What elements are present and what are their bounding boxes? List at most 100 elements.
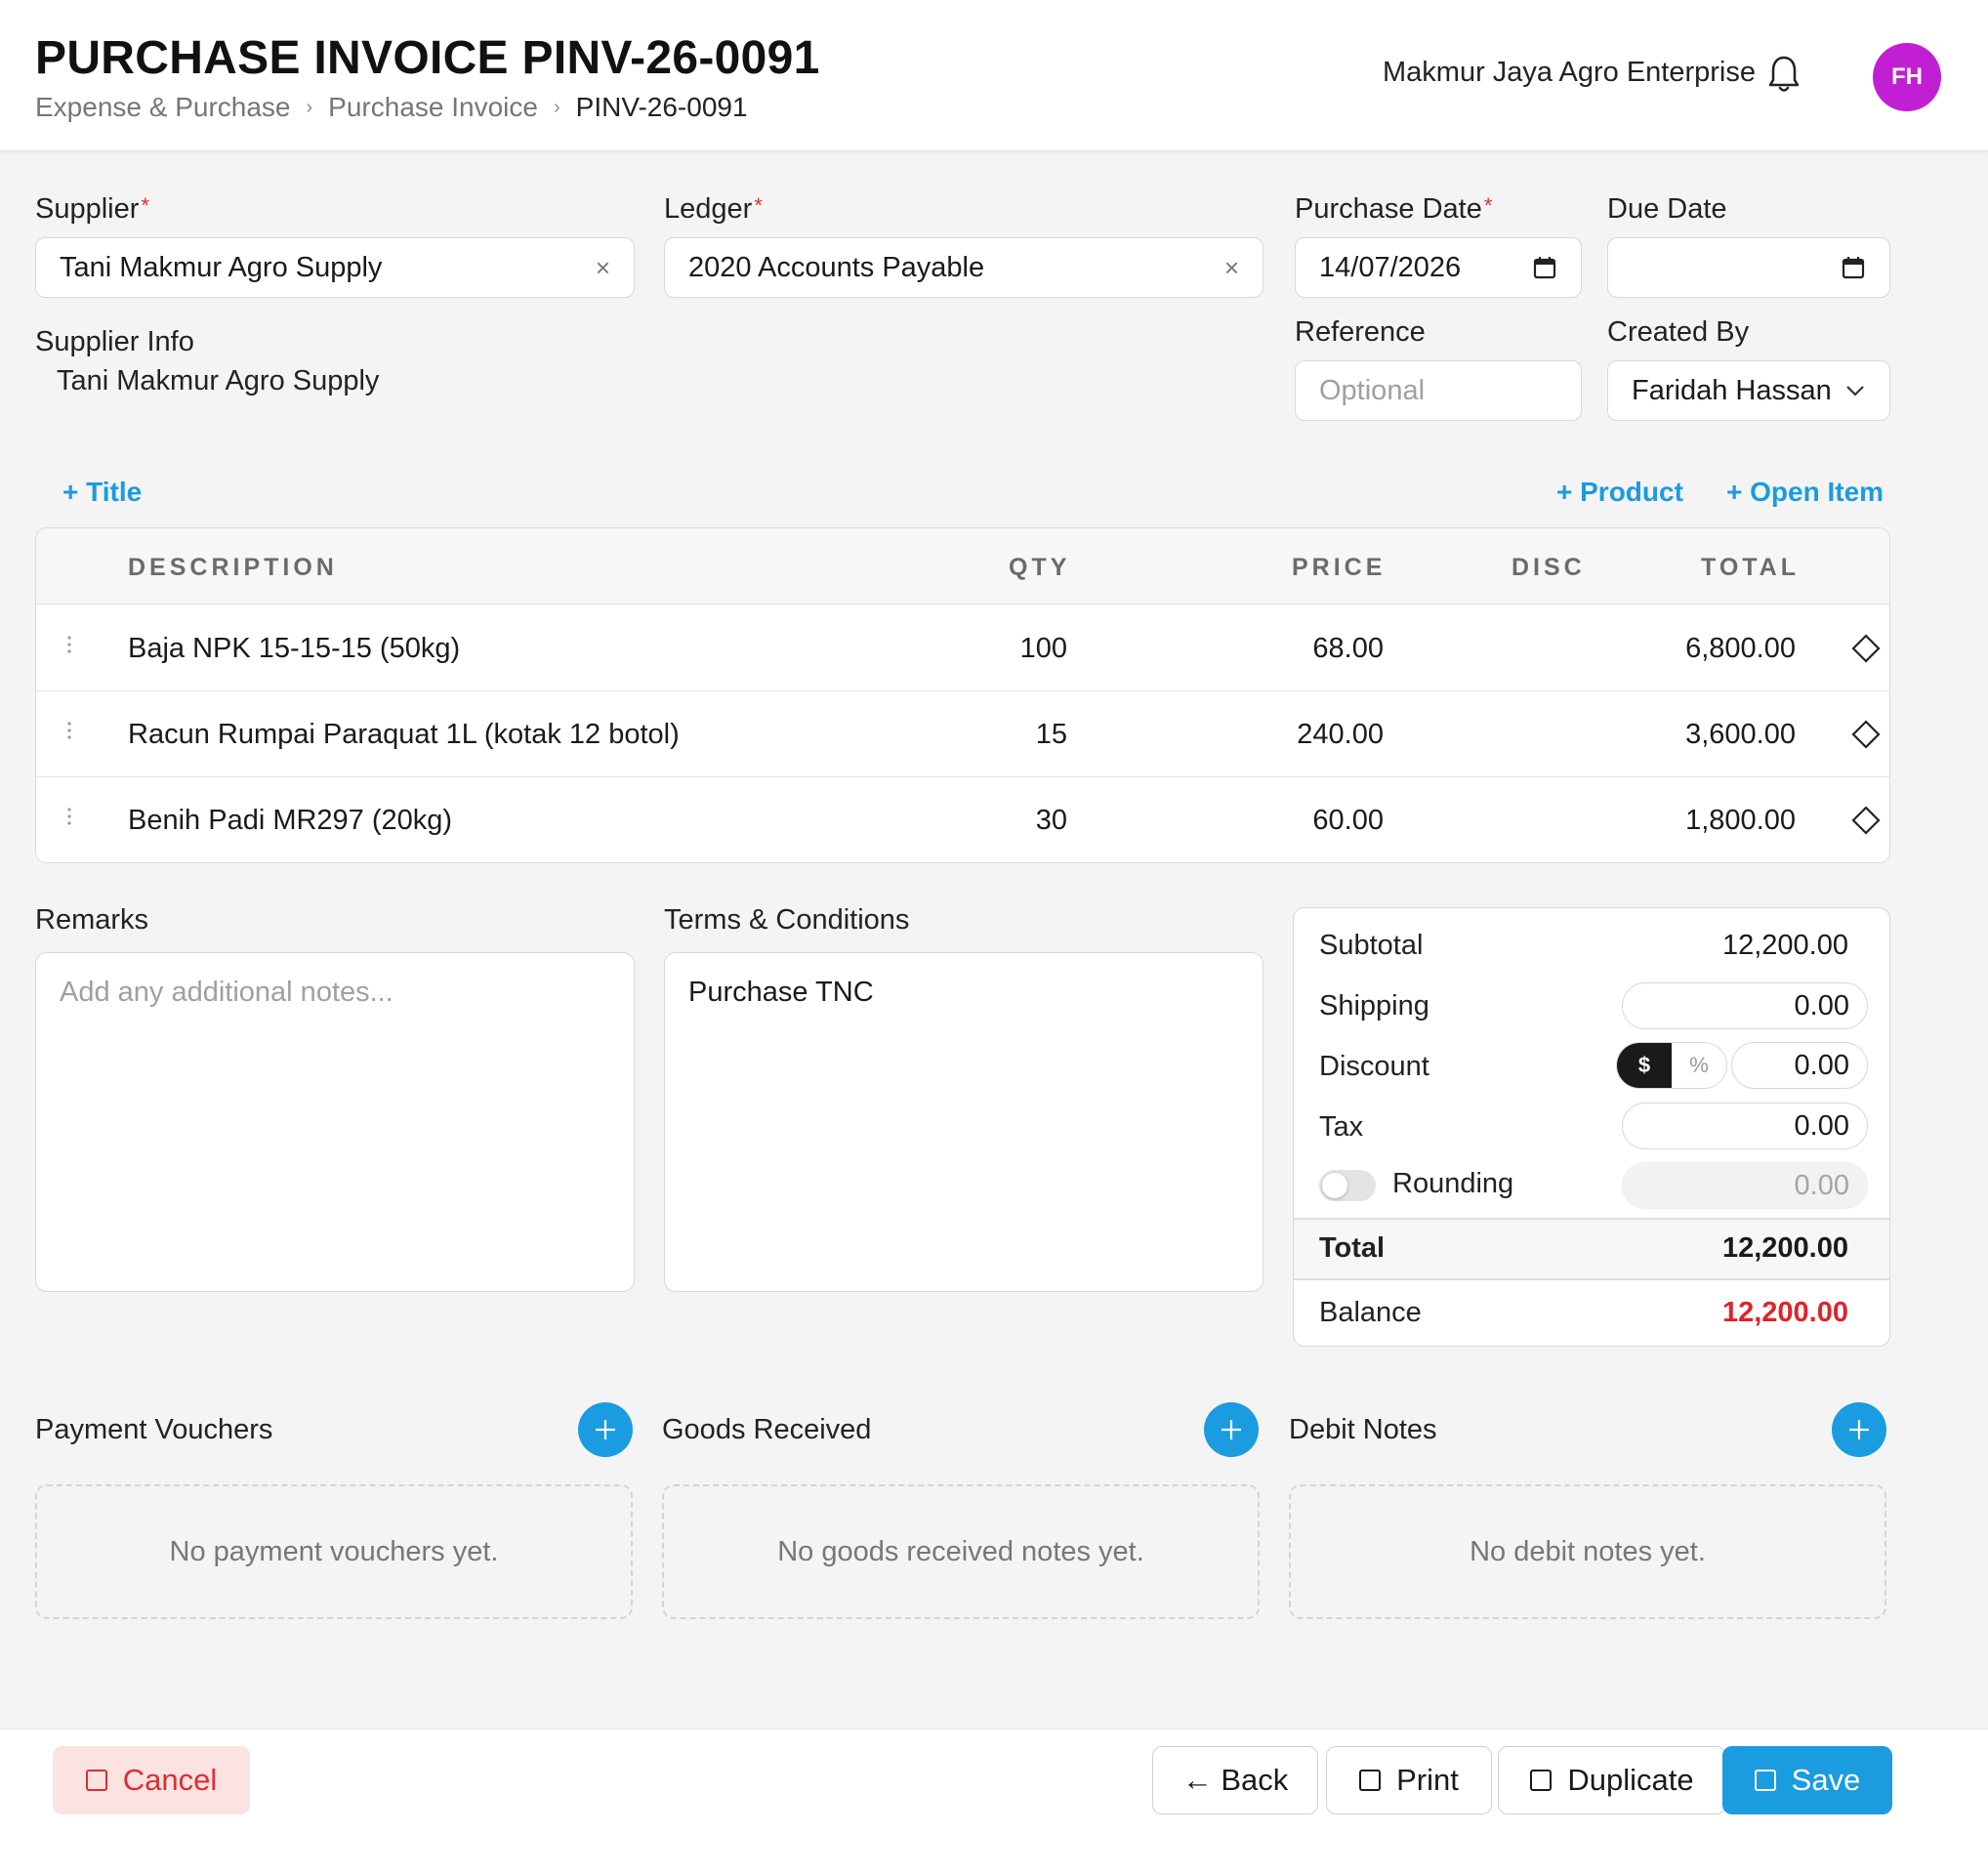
footer-bar: Cancel ← Back Print Duplicate Save	[0, 1729, 1988, 1875]
calendar-icon[interactable]	[1841, 255, 1866, 280]
duplicate-button[interactable]: Duplicate	[1498, 1746, 1726, 1814]
required-asterisk: *	[141, 193, 149, 218]
balance-label: Balance	[1319, 1297, 1422, 1328]
chevron-right-icon: ›	[553, 96, 560, 118]
add-payment-voucher-button[interactable]	[578, 1402, 633, 1457]
due-date-input[interactable]	[1607, 237, 1890, 298]
required-asterisk: *	[754, 193, 763, 218]
terms-textarea[interactable]: Purchase TNC	[664, 952, 1263, 1292]
company-name[interactable]: Makmur Jaya Agro Enterprise	[1383, 57, 1756, 88]
rounding-toggle[interactable]	[1319, 1170, 1376, 1201]
remarks-textarea[interactable]: Add any additional notes...	[35, 952, 635, 1292]
table-row[interactable]: Benih Padi MR297 (20kg) 30 60.00 1,800.0…	[36, 777, 1889, 862]
item-total: 1,800.00	[1685, 805, 1796, 836]
item-price[interactable]: 68.00	[1312, 633, 1384, 664]
tax-input[interactable]: 0.00	[1622, 1103, 1868, 1149]
drag-handle-icon[interactable]	[65, 807, 73, 826]
discount-mode-fixed[interactable]: $	[1617, 1043, 1672, 1088]
discount-input[interactable]: 0.00	[1731, 1042, 1868, 1089]
column-header-qty: QTY	[1009, 554, 1071, 581]
total-row	[1294, 1218, 1889, 1278]
item-description[interactable]: Baja NPK 15-15-15 (50kg)	[128, 633, 461, 664]
item-qty[interactable]: 15	[1035, 719, 1067, 750]
item-price[interactable]: 240.00	[1297, 719, 1384, 750]
rounding-value: 0.00	[1794, 1169, 1849, 1201]
due-date-label: Due Date	[1607, 193, 1727, 225]
breadcrumb-item-current: PINV-26-0091	[575, 92, 748, 122]
discount-mode-percent[interactable]: %	[1672, 1043, 1726, 1088]
drag-handle-icon[interactable]	[65, 721, 73, 740]
square-icon	[85, 1770, 107, 1791]
add-product-link[interactable]: + Product	[1556, 477, 1683, 507]
chevron-right-icon: ›	[306, 96, 313, 118]
add-open-item-link[interactable]: + Open Item	[1726, 477, 1884, 507]
item-description[interactable]: Benih Padi MR297 (20kg)	[128, 805, 453, 836]
debit-notes-title: Debit Notes	[1289, 1414, 1437, 1445]
item-total: 3,600.00	[1685, 719, 1796, 750]
created-by-select[interactable]: Faridah Hassan	[1607, 360, 1890, 421]
bell-icon[interactable]	[1767, 55, 1801, 94]
diamond-icon[interactable]	[1850, 805, 1882, 836]
rounding-label: Rounding	[1392, 1168, 1514, 1199]
cancel-button[interactable]: Cancel	[53, 1746, 250, 1814]
ledger-label: Ledger*	[664, 193, 763, 225]
table-row[interactable]: Racun Rumpai Paraquat 1L (kotak 12 botol…	[36, 691, 1889, 777]
diamond-icon[interactable]	[1850, 719, 1882, 750]
tax-value: 0.00	[1794, 1109, 1849, 1142]
square-icon	[1530, 1770, 1553, 1791]
calendar-icon[interactable]	[1532, 255, 1557, 280]
clear-icon[interactable]: ×	[1223, 252, 1239, 282]
terms-label: Terms & Conditions	[664, 904, 910, 936]
total-value: 12,200.00	[1721, 1232, 1848, 1264]
add-title-link[interactable]: + Title	[62, 477, 143, 507]
save-button[interactable]: Save	[1722, 1746, 1892, 1814]
plus-icon	[1849, 1420, 1869, 1439]
required-asterisk: *	[1483, 193, 1493, 218]
column-header-description: DESCRIPTION	[128, 554, 338, 581]
supplier-label: Supplier*	[35, 193, 149, 225]
save-label: Save	[1791, 1763, 1861, 1797]
summary-panel: Subtotal 12,200.00 Shipping 0.00 Discoun…	[1293, 907, 1890, 1347]
items-table: DESCRIPTION QTY PRICE DISC TOTAL Baja NP…	[35, 527, 1890, 863]
cancel-label: Cancel	[122, 1763, 218, 1797]
clear-icon[interactable]: ×	[595, 252, 610, 282]
ledger-select[interactable]: 2020 Accounts Payable ×	[664, 237, 1263, 298]
purchase-date-input[interactable]: 14/07/2026	[1295, 237, 1582, 298]
back-button[interactable]: ← Back	[1152, 1746, 1318, 1814]
reference-input[interactable]: Optional	[1295, 360, 1582, 421]
rounding-input: 0.00	[1622, 1162, 1868, 1209]
supplier-select[interactable]: Tani Makmur Agro Supply ×	[35, 237, 635, 298]
item-qty[interactable]: 100	[1019, 633, 1067, 664]
shipping-input[interactable]: 0.00	[1622, 982, 1868, 1029]
add-debit-note-button[interactable]	[1832, 1402, 1886, 1457]
breadcrumb-item-purchase-invoice[interactable]: Purchase Invoice	[328, 92, 538, 122]
diamond-icon[interactable]	[1850, 633, 1882, 664]
divider	[1294, 1278, 1889, 1280]
balance-value: 12,200.00	[1721, 1297, 1848, 1328]
print-button[interactable]: Print	[1326, 1746, 1492, 1814]
toggle-knob	[1322, 1173, 1347, 1198]
drag-handle-icon[interactable]	[65, 635, 73, 654]
goods-received-empty: No goods received notes yet.	[662, 1484, 1260, 1619]
square-icon	[1359, 1770, 1382, 1791]
table-row[interactable]: Baja NPK 15-15-15 (50kg) 100 68.00 6,800…	[36, 605, 1889, 691]
page-header: PURCHASE INVOICE PINV-26-0091 Expense & …	[0, 0, 1988, 151]
chevron-down-icon	[1846, 386, 1864, 396]
breadcrumb-item-expense-purchase[interactable]: Expense & Purchase	[35, 92, 291, 122]
table-header: DESCRIPTION QTY PRICE DISC TOTAL	[36, 528, 1889, 604]
shipping-value: 0.00	[1794, 989, 1849, 1021]
subtotal-label: Subtotal	[1319, 930, 1424, 961]
purchase-date-label: Purchase Date*	[1295, 193, 1493, 225]
back-label: ← Back	[1181, 1763, 1289, 1797]
item-price[interactable]: 60.00	[1312, 805, 1384, 836]
page-title: PURCHASE INVOICE PINV-26-0091	[35, 32, 820, 84]
add-goods-received-button[interactable]	[1204, 1402, 1259, 1457]
item-description[interactable]: Racun Rumpai Paraquat 1L (kotak 12 botol…	[128, 719, 680, 750]
purchase-date-value: 14/07/2026	[1319, 251, 1462, 283]
breadcrumb: Expense & Purchase › Purchase Invoice › …	[35, 92, 748, 123]
item-qty[interactable]: 30	[1035, 805, 1067, 836]
supplier-value: Tani Makmur Agro Supply	[60, 251, 383, 283]
payment-vouchers-empty: No payment vouchers yet.	[35, 1484, 633, 1619]
avatar[interactable]: FH	[1873, 43, 1941, 111]
remarks-placeholder: Add any additional notes...	[60, 977, 393, 1008]
